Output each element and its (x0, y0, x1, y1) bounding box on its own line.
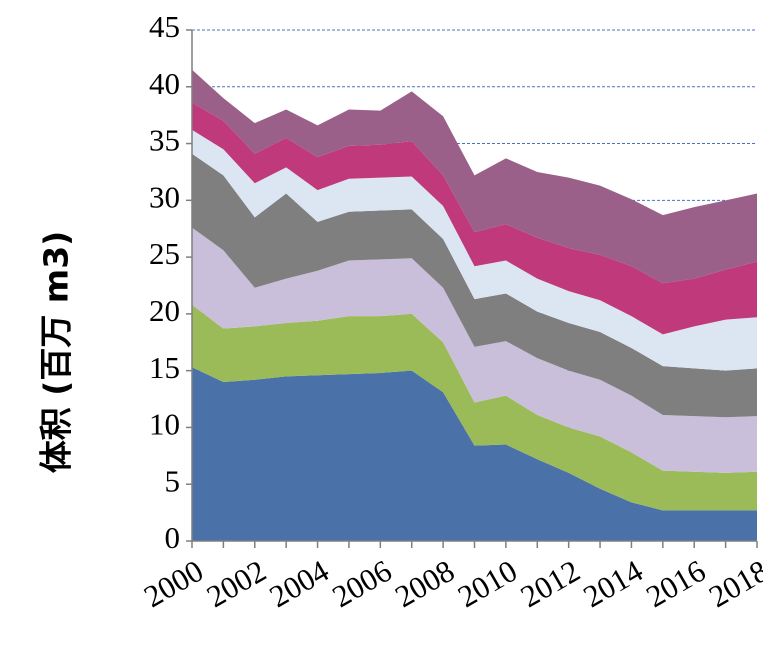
y-tick-label: 20 (149, 293, 180, 328)
x-tick-label: 2004 (263, 553, 335, 615)
x-tick-label: 2002 (201, 553, 272, 614)
x-tick-label: 2018 (703, 553, 763, 614)
y-tick-label: 45 (149, 9, 180, 44)
x-tick-label: 2006 (326, 553, 397, 614)
y-tick-label: 25 (149, 236, 180, 271)
y-tick-label: 10 (149, 407, 180, 442)
y-tick-label: 15 (149, 350, 180, 385)
area (192, 129, 757, 371)
y-tick-label: 35 (149, 123, 180, 158)
y-tick-label: 40 (149, 66, 180, 101)
x-tick-label: 2010 (452, 553, 523, 614)
y-tick-label: 30 (149, 179, 180, 214)
x-tick-label: 2014 (577, 553, 649, 615)
area (192, 227, 757, 473)
x-tick-label: 2016 (640, 553, 711, 614)
area (192, 153, 757, 418)
x-tick-label: 2000 (138, 553, 209, 614)
x-tick-label: 2008 (389, 553, 460, 614)
x-tick-label: 2012 (515, 553, 586, 614)
area (192, 367, 757, 541)
y-tick-label: 5 (165, 463, 181, 498)
area (192, 69, 757, 284)
area (192, 304, 757, 511)
y-axis-label: 体积 (百万 m3) (37, 231, 76, 474)
area (192, 102, 757, 335)
y-tick-label: 0 (165, 520, 181, 555)
areas (192, 69, 757, 541)
